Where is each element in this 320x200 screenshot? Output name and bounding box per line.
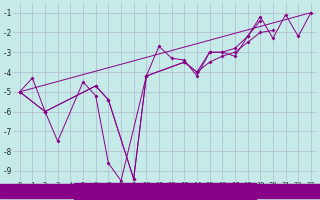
X-axis label: Windchill (Refroidissement éolien,°C): Windchill (Refroidissement éolien,°C)	[80, 188, 251, 197]
